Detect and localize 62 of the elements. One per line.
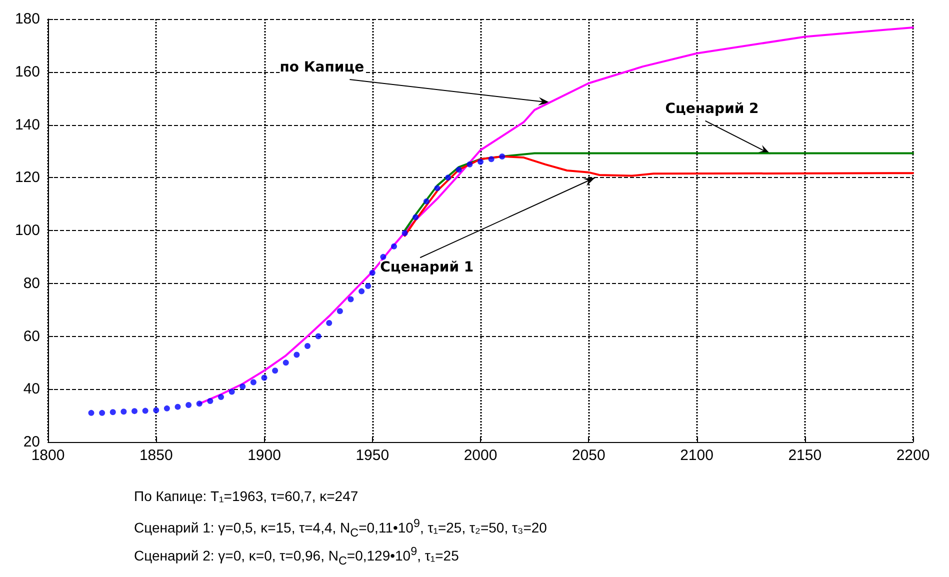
x-tick-label: 2050 — [572, 447, 606, 464]
point — [488, 156, 494, 162]
point — [348, 296, 354, 302]
y-tick-label: 140 — [14, 116, 40, 134]
y-tick-label: 100 — [14, 222, 40, 239]
y-tick-label: 60 — [23, 328, 40, 345]
y-tick-label: 180 — [14, 10, 40, 28]
point — [315, 333, 322, 340]
point — [499, 153, 506, 160]
point — [218, 394, 224, 400]
point — [174, 404, 181, 410]
y-tick-label: 80 — [23, 274, 40, 292]
point — [445, 174, 452, 181]
y-tick-label: 120 — [14, 169, 40, 186]
annotation: по Капице — [280, 60, 364, 76]
point — [132, 408, 138, 414]
point — [186, 402, 192, 408]
text: Сценарий 1: γ=0,5, κ=15, τ=4,4, N$_{C}$=0,11•10$^{9}$, τ₁=25, τ₂=50, τ₃=20 — [134, 516, 547, 540]
point — [240, 383, 246, 390]
point — [99, 410, 106, 416]
x-tick-label: 2000 — [464, 447, 498, 464]
point — [326, 320, 332, 326]
y-tick-label: 160 — [14, 63, 40, 80]
x-tick-label: 2100 — [680, 447, 714, 464]
point — [120, 408, 127, 415]
x-tick-label: 1950 — [356, 447, 390, 464]
point — [478, 158, 484, 165]
point — [282, 360, 289, 366]
x-tick-label: 1900 — [248, 447, 281, 464]
point — [412, 214, 419, 220]
point — [196, 400, 202, 407]
point — [142, 408, 148, 414]
point — [456, 166, 462, 173]
point — [423, 198, 430, 204]
point — [365, 283, 372, 290]
point — [380, 254, 386, 260]
y-tick-label: 40 — [23, 380, 40, 398]
x-tick-label: 2150 — [788, 447, 822, 464]
text: По Капице: T₁=1963, τ=60,7, κ=247 — [134, 487, 360, 506]
point — [466, 161, 473, 168]
point — [336, 308, 343, 314]
point — [294, 352, 300, 358]
annotation: Сценарий 1 — [380, 260, 474, 276]
point — [110, 409, 116, 416]
point — [358, 288, 365, 294]
point — [88, 410, 94, 416]
x-tick-label: 2200 — [896, 447, 930, 464]
point — [250, 379, 256, 386]
point — [391, 243, 397, 250]
point — [304, 343, 310, 350]
point — [402, 230, 408, 236]
point — [434, 185, 440, 192]
point — [261, 374, 268, 381]
annotation: Сценарий 2 — [665, 100, 759, 117]
x-tick-label: 1850 — [139, 447, 173, 464]
point — [228, 388, 235, 395]
point — [153, 407, 160, 414]
point — [369, 270, 376, 276]
point — [272, 368, 278, 374]
point — [164, 405, 170, 412]
point — [207, 398, 214, 404]
text: Сценарий 2: γ=0, κ=0, τ=0,96, N$_{C}$=0,129•10$^{9}$, τ₁=25 — [134, 544, 460, 568]
